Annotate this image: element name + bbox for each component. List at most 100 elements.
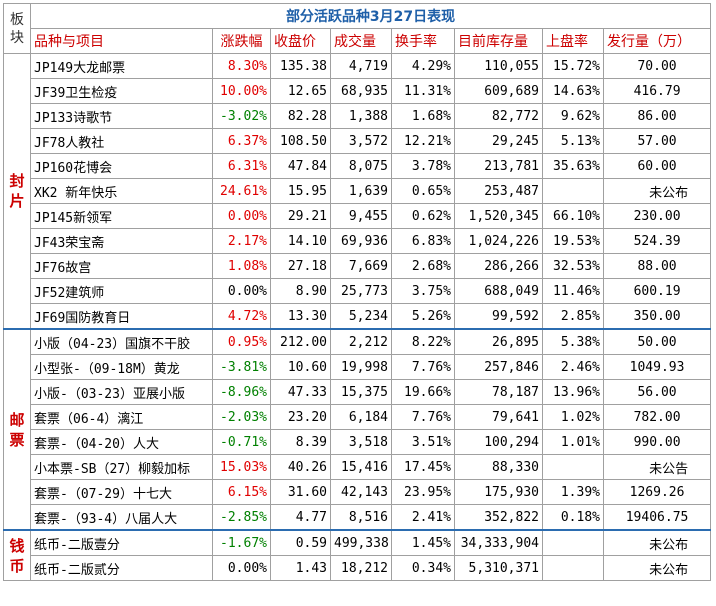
issue-cell: 230.00 (602, 203, 712, 229)
volume-cell: 8,075 (330, 153, 392, 179)
stock-cell: 82,772 (454, 103, 543, 129)
table-row: 封片 JP149大龙邮票 8.30% 135.38 4,719 4.29% 110,055 1… (3, 53, 712, 330)
change-cell: -2.03% (212, 404, 271, 430)
stock-cell: 78,187 (454, 379, 543, 405)
stock-cell: 1,024,226 (454, 228, 543, 254)
turnover-cell: 2.41% (391, 504, 455, 531)
column-header: 换手率 (391, 28, 455, 54)
change-cell: 1.08% (212, 253, 271, 279)
close-price: 47.84 (270, 153, 331, 179)
rate-cell: 32.53% (542, 253, 604, 279)
issue-cell: 416.79 (602, 78, 712, 104)
issue-cell: 524.39 (602, 228, 712, 254)
rate-cell: 1.01% (542, 429, 604, 455)
change-cell: 0.00% (212, 203, 271, 229)
item-name: JF43荣宝斋 (30, 228, 213, 254)
issue-cell: 350.00 (602, 303, 712, 330)
item-name: 小本票-SB（27）柳毅加标 (30, 454, 213, 480)
table-title: 部分活跃品种3月27日表现 (29, 3, 712, 29)
stock-cell: 110,055 (454, 53, 543, 79)
rate-cell: 9.62% (542, 103, 604, 129)
item-name: JF52建筑师 (30, 278, 213, 304)
rate-cell: 5.38% (542, 328, 604, 355)
change-cell: -3.02% (212, 103, 271, 129)
section-label: 邮票 (3, 328, 31, 531)
rate-cell: 1.02% (542, 404, 604, 430)
stock-cell: 34,333,904 (454, 529, 543, 556)
turnover-cell: 1.68% (391, 103, 455, 129)
change-cell: -2.85% (212, 504, 271, 531)
volume-cell: 19,998 (330, 354, 392, 380)
close-price: 29.21 (270, 203, 331, 229)
close-price: 14.10 (270, 228, 331, 254)
close-price: 12.65 (270, 78, 331, 104)
issue-cell: 60.00 (602, 153, 712, 179)
table-row: JF69国防教育日 4.72% 13.30 5,234 5.26% 99,592 2.85%… (4, 303, 712, 330)
volume-cell: 8,516 (330, 504, 392, 531)
change-cell: -0.71% (212, 429, 271, 455)
issue-cell: 70.00 (602, 53, 712, 79)
rate-cell (542, 178, 604, 204)
change-cell: -3.81% (212, 354, 271, 380)
turnover-cell: 3.78% (391, 153, 455, 179)
table-row: 套票-（07-29）十七大 6.15% 31.60 42,143 23.95% 175,9… (4, 479, 712, 505)
stock-cell: 26,895 (454, 328, 543, 355)
change-cell: 6.31% (212, 153, 271, 179)
item-name: JP160花博会 (30, 153, 213, 179)
turnover-cell: 12.21% (391, 128, 455, 154)
stock-cell: 175,930 (454, 479, 543, 505)
header-row: 品种与项目 涨跌幅 收盘价 成交量 换手率 目前库存量 上盘率 发行量（万） (4, 28, 712, 54)
volume-cell: 15,416 (330, 454, 392, 480)
item-name: XK2 新年快乐 (30, 178, 213, 204)
turnover-cell: 7.76% (391, 404, 455, 430)
turnover-cell: 11.31% (391, 78, 455, 104)
column-header: 目前库存量 (454, 28, 543, 54)
volume-cell: 15,375 (330, 379, 392, 405)
change-cell: 8.30% (212, 53, 271, 79)
stock-cell: 253,487 (454, 178, 543, 204)
issue-cell: 1269.26 (602, 479, 712, 505)
change-cell: -8.96% (212, 379, 271, 405)
section-label: 封片 (3, 53, 31, 330)
turnover-cell: 19.66% (391, 379, 455, 405)
table-row: 小本票-SB（27）柳毅加标 15.03% 40.26 15,416 17.45% 88,… (4, 454, 712, 480)
rate-cell: 5.13% (542, 128, 604, 154)
item-name: 小版-（03-23）亚展小版 (30, 379, 213, 405)
item-name: 纸币-二版壹分 (30, 529, 213, 556)
rate-cell: 1.39% (542, 479, 604, 505)
volume-cell: 25,773 (330, 278, 392, 304)
turnover-cell: 0.34% (391, 555, 455, 581)
turnover-cell: 5.26% (391, 303, 455, 330)
issue-cell: 未公布 (602, 555, 712, 581)
volume-cell: 3,518 (330, 429, 392, 455)
rate-cell (542, 529, 604, 556)
turnover-cell: 1.45% (391, 529, 455, 556)
stock-cell: 286,266 (454, 253, 543, 279)
turnover-cell: 17.45% (391, 454, 455, 480)
stock-cell: 609,689 (454, 78, 543, 104)
turnover-cell: 3.51% (391, 429, 455, 455)
rate-cell: 2.46% (542, 354, 604, 380)
issue-cell: 50.00 (602, 328, 712, 355)
column-header: 涨跌幅 (212, 28, 271, 54)
stock-cell: 5,310,371 (454, 555, 543, 581)
item-name: JF39卫生检疫 (30, 78, 213, 104)
volume-cell: 7,669 (330, 253, 392, 279)
close-price: 47.33 (270, 379, 331, 405)
close-price: 135.38 (270, 53, 331, 79)
rate-cell: 19.53% (542, 228, 604, 254)
column-header: 品种与项目 (30, 28, 213, 54)
volume-cell: 499,338 (330, 529, 392, 556)
volume-cell: 1,388 (330, 103, 392, 129)
issue-cell: 990.00 (602, 429, 712, 455)
item-name: 套票-（07-29）十七大 (30, 479, 213, 505)
change-cell: 15.03% (212, 454, 271, 480)
table-row: 套票（06-4）漓江 -2.03% 23.20 6,184 7.76% 79,641 1.0… (4, 404, 712, 430)
turnover-cell: 4.29% (391, 53, 455, 79)
stock-cell: 100,294 (454, 429, 543, 455)
turnover-cell: 3.75% (391, 278, 455, 304)
rate-cell: 15.72% (542, 53, 604, 79)
volume-cell: 69,936 (330, 228, 392, 254)
close-price: 4.77 (270, 504, 331, 531)
issue-cell: 未公布 (602, 178, 712, 204)
